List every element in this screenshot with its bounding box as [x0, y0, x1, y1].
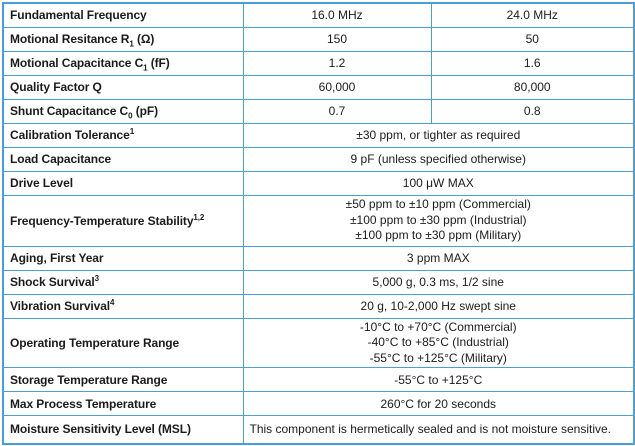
row-value: 3 ppm MAX [242, 245, 635, 271]
table-row: Fundamental Frequency 16.0 MHz 24.0 MHz [2, 2, 635, 28]
row-label-text: Calibration Tolerance [10, 128, 130, 142]
row-value: ±50 ppm to ±10 ppm (Commercial) ±100 ppm… [242, 194, 635, 247]
row-value: 0.8 [430, 98, 635, 124]
table-row: Quality Factor Q 60,000 80,000 [2, 74, 635, 100]
row-label-text: Max Process Temperature [10, 396, 157, 411]
row-label: Shunt Capacitance C0 (pF) [2, 98, 244, 124]
row-value: 9 pF (unless specified otherwise) [242, 146, 635, 172]
row-label-text: Frequency-Temperature Stability [10, 213, 194, 228]
row-label: Frequency-Temperature Stability1,2 [2, 194, 244, 247]
row-value: ±30 ppm, or tighter as required [242, 122, 635, 148]
table-row: Shunt Capacitance C0 (pF) 0.7 0.8 [2, 98, 635, 124]
row-label-text: Motional Resitance R [10, 32, 130, 46]
subscript: 1 [129, 39, 134, 49]
row-value: 60,000 [242, 74, 432, 100]
row-label-text: Shunt Capacitance C [10, 104, 129, 118]
row-label-text: Load Capacitance [10, 152, 112, 166]
row-label: Operating Temperature Range [2, 317, 244, 368]
row-label-text: Quality Factor Q [10, 80, 102, 94]
table-row: Moisture Sensitivity Level (MSL) This co… [2, 415, 635, 444]
subscript: 1 [143, 63, 148, 73]
row-value: 1.2 [242, 50, 432, 76]
table-row: Storage Temperature Range -55°C to +125°… [2, 367, 635, 392]
footnote-marker: 3 [94, 274, 99, 283]
row-label-text: (Ω) [133, 32, 155, 46]
table-row: Shock Survival3 5,000 g, 0.3 ms, 1/2 sin… [2, 269, 635, 295]
row-label-text: Shock Survival [10, 275, 95, 289]
row-label-text: Motional Capacitance C [10, 56, 144, 70]
row-value: 1.6 [430, 50, 635, 76]
row-label-text: Storage Temperature Range [10, 372, 168, 387]
table-row: Frequency-Temperature Stability1,2 ±50 p… [2, 194, 635, 247]
row-label: Vibration Survival4 [2, 293, 244, 319]
row-label-text: Fundamental Frequency [10, 8, 147, 23]
table-row: Load Capacitance 9 pF (unless specified … [2, 146, 635, 172]
row-value: 20 g, 10-2,000 Hz swept sine [242, 293, 635, 319]
row-label: Storage Temperature Range [2, 367, 244, 392]
row-value: -10°C to +70°C (Commercial) -40°C to +85… [242, 317, 635, 368]
row-value: -55°C to +125°C [242, 367, 635, 392]
footnote-marker: 4 [110, 298, 115, 307]
row-value: 260°C for 20 seconds [242, 391, 635, 416]
row-label-text: Aging, First Year [10, 251, 104, 265]
table-row: Drive Level 100 μW MAX [2, 170, 635, 196]
row-value: 100 μW MAX [242, 170, 635, 196]
row-label: Quality Factor Q [2, 74, 244, 100]
row-label-text: Drive Level [10, 176, 73, 190]
row-label: Fundamental Frequency [2, 2, 244, 28]
footnote-marker: 1 [129, 127, 135, 136]
table-row: Motional Capacitance C1 (fF) 1.2 1.6 [2, 50, 635, 76]
table-row: Aging, First Year 3 ppm MAX [2, 245, 635, 271]
table-row: Max Process Temperature 260°C for 20 sec… [2, 391, 635, 416]
row-value: 50 [430, 26, 635, 52]
row-label: Drive Level [2, 170, 244, 196]
row-label: Max Process Temperature [2, 391, 244, 416]
row-label-text: Operating Temperature Range [10, 335, 180, 350]
subscript: 0 [128, 111, 133, 121]
table-row: Vibration Survival4 20 g, 10-2,000 Hz sw… [2, 293, 635, 319]
row-label-text: Moisture Sensitivity Level (MSL) [10, 422, 191, 437]
row-label: Load Capacitance [2, 146, 244, 172]
row-value: 80,000 [430, 74, 635, 100]
row-label: Calibration Tolerance1 [2, 122, 244, 148]
row-label: Motional Resitance R1 (Ω) [2, 26, 244, 52]
table-row: Calibration Tolerance1 ±30 ppm, or tight… [2, 122, 635, 148]
row-value: 0.7 [242, 98, 432, 124]
row-label: Shock Survival3 [2, 269, 244, 295]
row-label-text: Vibration Survival [10, 299, 111, 313]
table-row: Motional Resitance R1 (Ω) 150 50 [2, 26, 635, 52]
row-label: Aging, First Year [2, 245, 244, 271]
row-value: This component is hermetically sealed an… [242, 415, 635, 444]
row-value: 150 [242, 26, 432, 52]
row-value: 24.0 MHz [430, 2, 635, 28]
row-value: 16.0 MHz [242, 2, 432, 28]
row-label-text: (fF) [147, 56, 170, 70]
table-row: Operating Temperature Range -10°C to +70… [2, 317, 635, 368]
row-label: Moisture Sensitivity Level (MSL) [2, 415, 244, 444]
row-label: Motional Capacitance C1 (fF) [2, 50, 244, 76]
row-value: 5,000 g, 0.3 ms, 1/2 sine [242, 269, 635, 295]
row-label-text: (pF) [132, 104, 158, 118]
footnote-marker: 1,2 [193, 212, 205, 222]
